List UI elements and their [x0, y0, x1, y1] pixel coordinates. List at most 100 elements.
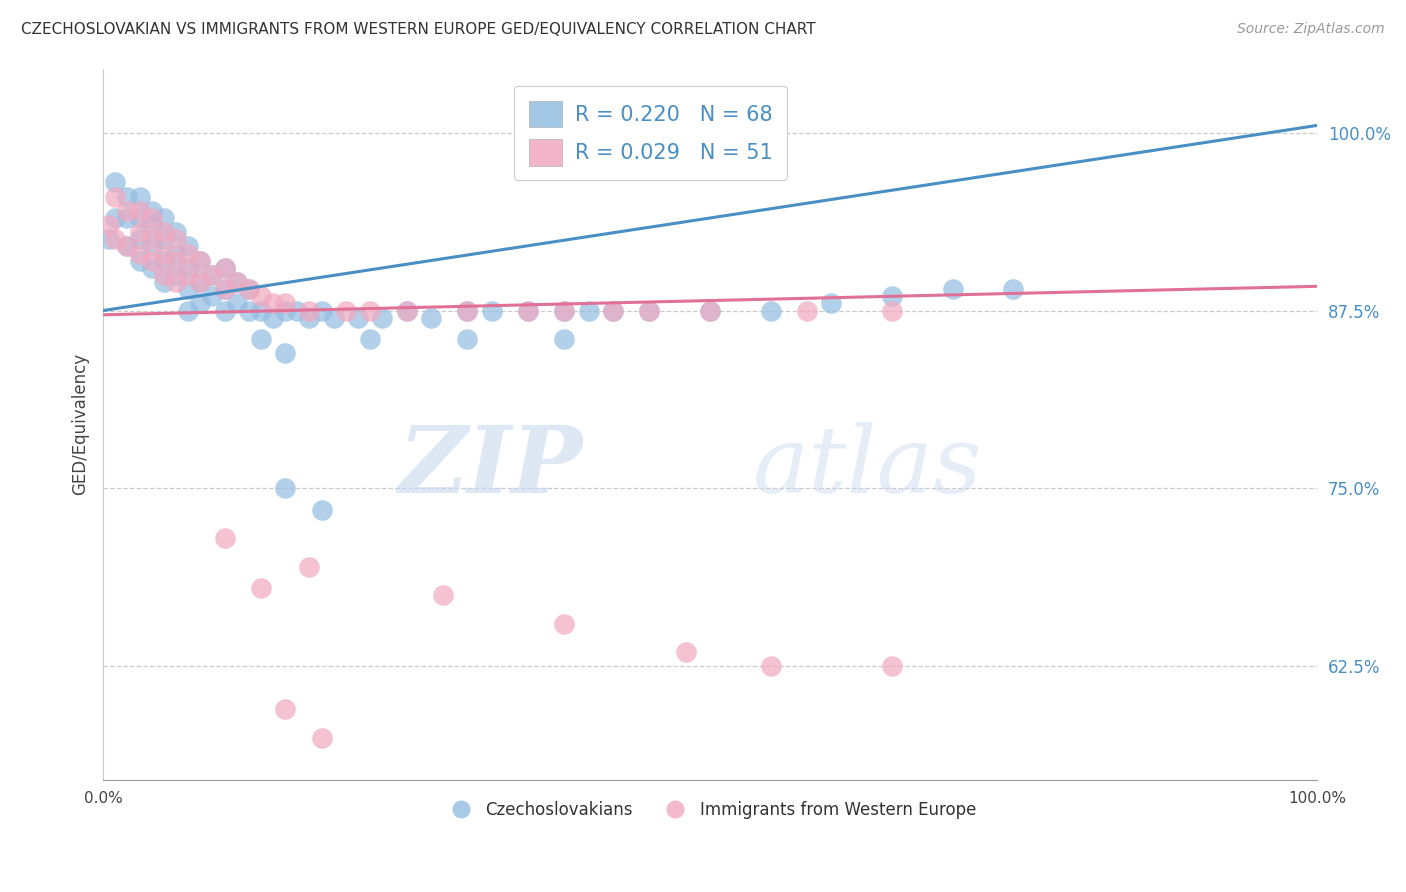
- Text: ZIP: ZIP: [398, 422, 582, 512]
- Legend: Czechoslovakians, Immigrants from Western Europe: Czechoslovakians, Immigrants from Wester…: [437, 794, 983, 825]
- Point: [201, 268, 224, 282]
- Point: [225, 296, 247, 310]
- Point: [177, 303, 200, 318]
- Point: [177, 246, 200, 260]
- Point: [128, 232, 150, 246]
- Point: [298, 303, 321, 318]
- Point: [214, 282, 236, 296]
- Point: [262, 310, 284, 325]
- Point: [141, 218, 163, 232]
- Point: [104, 211, 127, 225]
- Point: [274, 296, 297, 310]
- Point: [98, 232, 121, 246]
- Text: Source: ZipAtlas.com: Source: ZipAtlas.com: [1237, 22, 1385, 37]
- Point: [1002, 282, 1025, 296]
- Point: [141, 232, 163, 246]
- Point: [638, 303, 661, 318]
- Point: [104, 232, 127, 246]
- Point: [250, 303, 273, 318]
- Point: [225, 275, 247, 289]
- Point: [395, 303, 418, 318]
- Point: [880, 659, 903, 673]
- Point: [188, 275, 211, 289]
- Point: [880, 289, 903, 303]
- Point: [165, 253, 187, 268]
- Point: [602, 303, 624, 318]
- Point: [942, 282, 965, 296]
- Point: [481, 303, 503, 318]
- Point: [238, 282, 260, 296]
- Point: [250, 332, 273, 346]
- Point: [796, 303, 818, 318]
- Point: [141, 239, 163, 253]
- Point: [201, 289, 224, 303]
- Point: [311, 731, 333, 745]
- Point: [359, 332, 381, 346]
- Point: [117, 239, 139, 253]
- Point: [188, 253, 211, 268]
- Point: [274, 303, 297, 318]
- Point: [250, 581, 273, 595]
- Point: [153, 211, 176, 225]
- Point: [456, 303, 478, 318]
- Point: [602, 303, 624, 318]
- Point: [456, 332, 478, 346]
- Point: [153, 246, 176, 260]
- Point: [553, 332, 575, 346]
- Point: [153, 275, 176, 289]
- Point: [201, 268, 224, 282]
- Point: [225, 275, 247, 289]
- Point: [165, 225, 187, 239]
- Point: [98, 218, 121, 232]
- Point: [141, 203, 163, 218]
- Point: [177, 260, 200, 275]
- Point: [153, 268, 176, 282]
- Point: [880, 303, 903, 318]
- Text: atlas: atlas: [754, 422, 983, 512]
- Point: [759, 303, 782, 318]
- Point: [298, 559, 321, 574]
- Point: [322, 310, 344, 325]
- Point: [117, 189, 139, 203]
- Point: [177, 282, 200, 296]
- Point: [214, 260, 236, 275]
- Point: [141, 260, 163, 275]
- Y-axis label: GED/Equivalency: GED/Equivalency: [72, 353, 89, 495]
- Point: [553, 303, 575, 318]
- Point: [128, 211, 150, 225]
- Point: [553, 303, 575, 318]
- Point: [516, 303, 538, 318]
- Point: [117, 211, 139, 225]
- Point: [759, 659, 782, 673]
- Point: [553, 616, 575, 631]
- Point: [274, 702, 297, 716]
- Text: CZECHOSLOVAKIAN VS IMMIGRANTS FROM WESTERN EUROPE GED/EQUIVALENCY CORRELATION CH: CZECHOSLOVAKIAN VS IMMIGRANTS FROM WESTE…: [21, 22, 815, 37]
- Point: [153, 225, 176, 239]
- Point: [335, 303, 357, 318]
- Point: [188, 275, 211, 289]
- Point: [117, 239, 139, 253]
- Point: [141, 211, 163, 225]
- Point: [347, 310, 370, 325]
- Point: [177, 239, 200, 253]
- Point: [395, 303, 418, 318]
- Point: [165, 275, 187, 289]
- Point: [128, 189, 150, 203]
- Point: [262, 296, 284, 310]
- Point: [699, 303, 721, 318]
- Point: [675, 645, 697, 659]
- Point: [117, 203, 139, 218]
- Point: [516, 303, 538, 318]
- Point: [104, 189, 127, 203]
- Point: [128, 253, 150, 268]
- Point: [165, 268, 187, 282]
- Point: [238, 303, 260, 318]
- Point: [128, 225, 150, 239]
- Point: [153, 253, 176, 268]
- Point: [311, 503, 333, 517]
- Point: [371, 310, 394, 325]
- Point: [699, 303, 721, 318]
- Point: [214, 282, 236, 296]
- Point: [188, 253, 211, 268]
- Point: [359, 303, 381, 318]
